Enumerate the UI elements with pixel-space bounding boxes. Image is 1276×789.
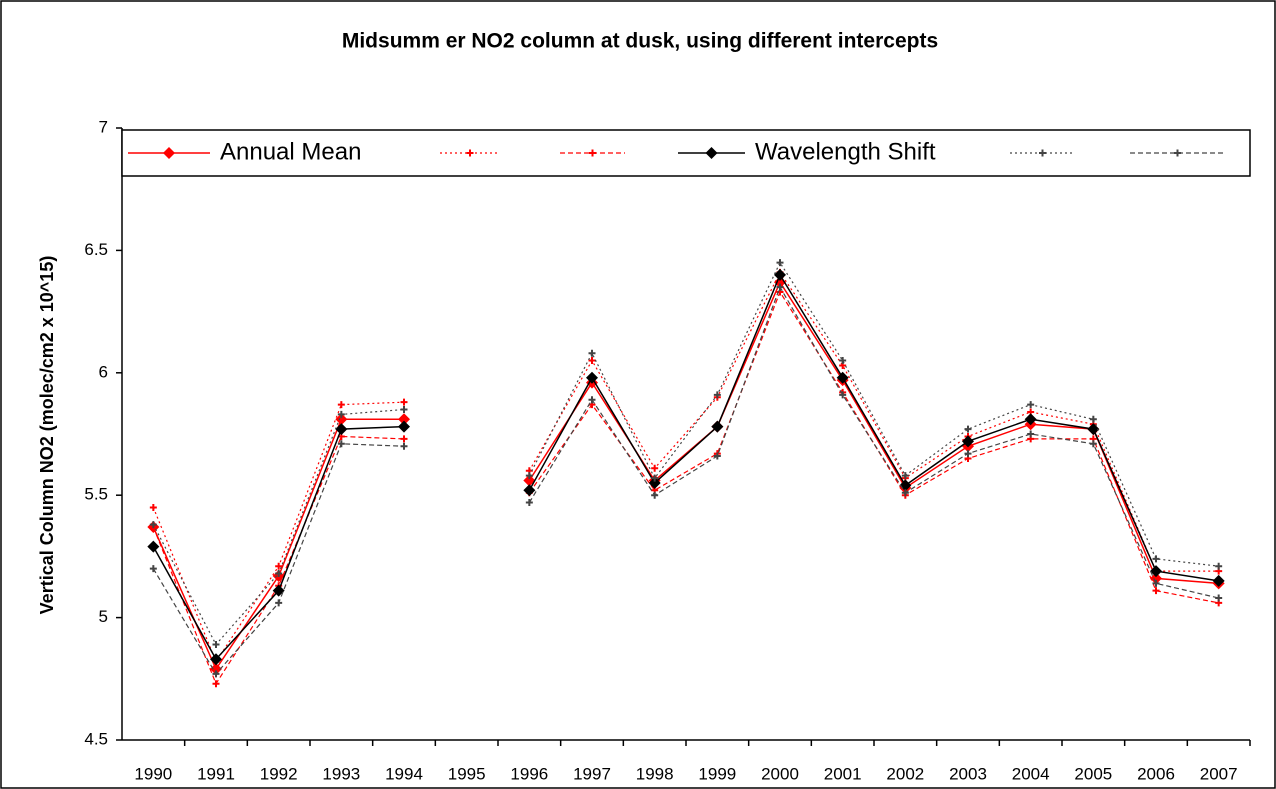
series-marker — [523, 484, 536, 497]
legend-marker — [1174, 149, 1181, 157]
series-marker — [1215, 562, 1223, 570]
x-tick-label: 1995 — [448, 764, 486, 783]
legend-label: Annual Mean — [220, 138, 361, 165]
x-tick-label: 1993 — [322, 764, 360, 783]
series-marker — [149, 565, 157, 573]
series-marker — [212, 641, 220, 649]
series-marker — [1215, 594, 1223, 602]
series-marker — [275, 570, 283, 578]
series-marker — [1087, 423, 1100, 436]
series-marker — [400, 442, 408, 450]
x-tick-label: 1997 — [573, 764, 611, 783]
series-marker — [1212, 574, 1225, 587]
series-marker — [212, 680, 220, 688]
chart-title: Midsumm er NO2 column at dusk, using dif… — [342, 30, 938, 53]
x-tick-label: 1998 — [636, 764, 674, 783]
series-marker — [337, 440, 345, 448]
series-marker — [1024, 413, 1037, 426]
series-marker — [651, 474, 659, 482]
series-marker — [713, 391, 721, 399]
series-marker — [400, 435, 408, 443]
x-tick-label: 1996 — [510, 764, 548, 783]
legend-marker — [1039, 149, 1046, 157]
y-tick-label: 5 — [99, 607, 108, 626]
series-marker — [964, 450, 972, 458]
series-marker — [774, 268, 786, 281]
y-tick-label: 6.5 — [84, 240, 108, 259]
legend-marker — [163, 147, 175, 159]
series-marker — [149, 503, 157, 511]
legend-marker — [589, 149, 596, 157]
series-marker — [210, 653, 222, 666]
series-marker — [836, 371, 849, 384]
x-tick-label: 2007 — [1200, 764, 1238, 783]
series-marker — [275, 562, 283, 570]
y-tick-label: 5.5 — [84, 485, 108, 504]
series-marker — [1152, 587, 1160, 595]
series-marker — [400, 398, 408, 406]
series-marker — [337, 410, 345, 418]
x-tick-label: 1994 — [385, 764, 423, 783]
series-marker — [525, 499, 533, 507]
y-axis-label: Vertical Column NO2 (molec/cm2 x 10^15) — [37, 256, 57, 615]
y-tick-label: 4.5 — [84, 729, 108, 748]
series-marker — [588, 349, 596, 357]
series-marker — [147, 540, 160, 553]
legend-label: Wavelength Shift — [755, 138, 936, 165]
series-marker — [901, 472, 909, 480]
series-marker — [335, 423, 348, 436]
x-tick-label: 2001 — [824, 764, 862, 783]
series-marker — [713, 452, 721, 460]
series-marker — [776, 259, 784, 267]
series-marker — [839, 357, 847, 365]
y-tick-label: 6 — [99, 362, 108, 381]
series-marker — [588, 357, 596, 365]
x-tick-label: 1990 — [134, 764, 172, 783]
x-tick-label: 1999 — [698, 764, 736, 783]
series-marker — [275, 599, 283, 607]
series-marker — [1150, 572, 1162, 585]
series-marker — [400, 406, 408, 414]
series-marker — [839, 391, 847, 399]
series-marker — [1027, 430, 1035, 438]
series-marker — [1089, 440, 1097, 448]
series-marker — [1027, 401, 1035, 409]
x-tick-label: 2006 — [1137, 764, 1175, 783]
series-marker — [149, 521, 157, 529]
x-tick-label: 2000 — [761, 764, 799, 783]
series-marker — [964, 425, 972, 433]
series-marker — [210, 663, 222, 676]
series-marker — [1152, 555, 1160, 563]
legend-marker — [705, 147, 718, 159]
x-tick-label: 2005 — [1074, 764, 1112, 783]
series-marker — [586, 371, 598, 384]
y-tick-label: 7 — [99, 117, 108, 136]
series-marker — [901, 489, 909, 497]
series-marker — [212, 670, 220, 678]
series-marker — [651, 464, 659, 472]
series-marker — [651, 491, 659, 499]
series-marker — [1150, 565, 1162, 578]
series-marker — [776, 283, 784, 291]
series-marker — [398, 413, 410, 426]
x-tick-label: 2002 — [886, 764, 924, 783]
series-marker — [1152, 579, 1160, 587]
series-marker — [588, 396, 596, 404]
series-marker — [398, 420, 410, 433]
series-marker — [962, 435, 974, 448]
x-tick-label: 2004 — [1012, 764, 1050, 783]
series-marker — [711, 420, 724, 433]
series-marker — [337, 401, 345, 409]
legend-marker — [466, 149, 474, 157]
x-tick-label: 1991 — [197, 764, 235, 783]
series-marker — [525, 472, 533, 480]
series-marker — [1089, 415, 1097, 423]
x-tick-label: 1992 — [260, 764, 298, 783]
x-tick-label: 2003 — [949, 764, 987, 783]
series-marker — [335, 413, 348, 426]
series-marker — [648, 476, 661, 489]
